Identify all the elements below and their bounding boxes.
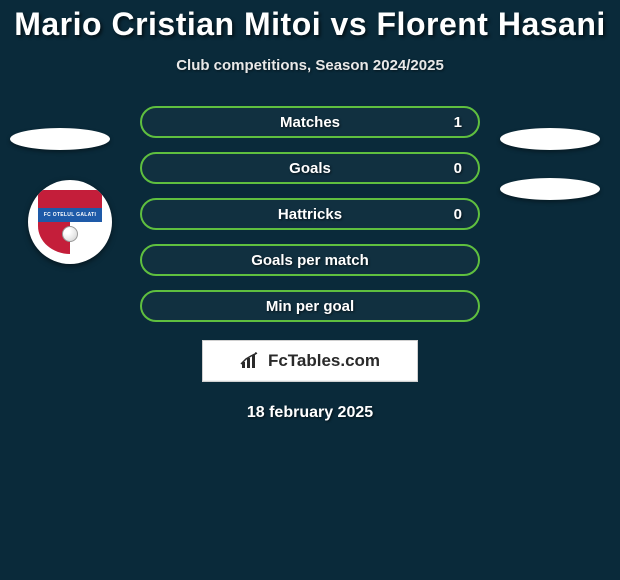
stat-row-matches: Matches 1 bbox=[140, 106, 480, 138]
stat-value-right: 0 bbox=[454, 160, 462, 177]
branding-box[interactable]: FcTables.com bbox=[202, 340, 418, 382]
comparison-date: 18 february 2025 bbox=[0, 404, 620, 422]
stat-value-right: 1 bbox=[454, 114, 462, 131]
stat-label: Matches bbox=[280, 114, 340, 131]
stat-row-hattricks: Hattricks 0 bbox=[140, 198, 480, 230]
bar-chart-icon bbox=[240, 352, 262, 370]
stat-row-goals-per-match: Goals per match bbox=[140, 244, 480, 276]
comparison-title: Mario Cristian Mitoi vs Florent Hasani bbox=[0, 0, 620, 43]
stat-row-goals: Goals 0 bbox=[140, 152, 480, 184]
stat-label: Min per goal bbox=[266, 298, 354, 315]
stats-list: Matches 1 Goals 0 Hattricks 0 Goals per … bbox=[0, 106, 620, 322]
stat-row-min-per-goal: Min per goal bbox=[140, 290, 480, 322]
stat-value-right: 0 bbox=[454, 206, 462, 223]
branding-text: FcTables.com bbox=[268, 351, 380, 371]
stat-label: Goals per match bbox=[251, 252, 369, 269]
stat-label: Goals bbox=[289, 160, 331, 177]
comparison-subtitle: Club competitions, Season 2024/2025 bbox=[0, 57, 620, 74]
stat-label: Hattricks bbox=[278, 206, 342, 223]
